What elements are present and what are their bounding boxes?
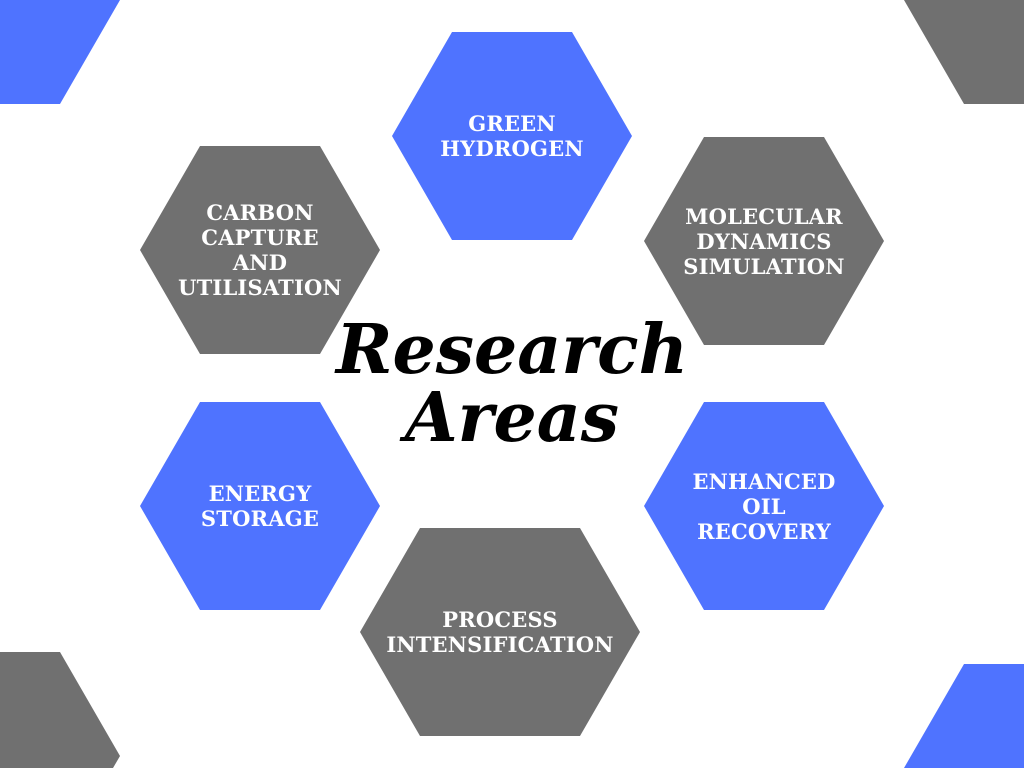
area-label-carbon-capture: CARBON CAPTURE AND UTILISATION <box>178 200 342 300</box>
area-label-molecular-dynamics: MOLECULAR DYNAMICS SIMULATION <box>683 203 845 279</box>
area-label-green-hydrogen: GREEN HYDROGEN <box>440 111 584 161</box>
corner-hexagon-top-left <box>0 0 120 104</box>
hexagon-process-intensification <box>360 528 640 736</box>
title-line-areas: Areas <box>404 378 620 458</box>
hexagon-energy-storage <box>140 402 380 610</box>
page-title: Research Areas <box>312 316 712 452</box>
area-label-process-intensification: PROCESS INTENSIFICATION <box>386 607 614 657</box>
hexagon-enhanced-oil-recovery <box>644 402 884 610</box>
corner-hexagon-bottom-right <box>904 664 1024 768</box>
hexagon-green-hydrogen <box>392 32 632 240</box>
corner-hexagon-bottom-left <box>0 652 120 768</box>
title-line-research: Research <box>335 310 689 390</box>
hexagon-molecular-dynamics <box>644 137 884 345</box>
hexagon-carbon-capture <box>140 146 380 354</box>
area-label-enhanced-oil-recovery: ENHANCED OIL RECOVERY <box>692 468 836 544</box>
area-label-energy-storage: ENERGY STORAGE <box>200 481 320 531</box>
corner-hexagon-top-right <box>904 0 1024 104</box>
